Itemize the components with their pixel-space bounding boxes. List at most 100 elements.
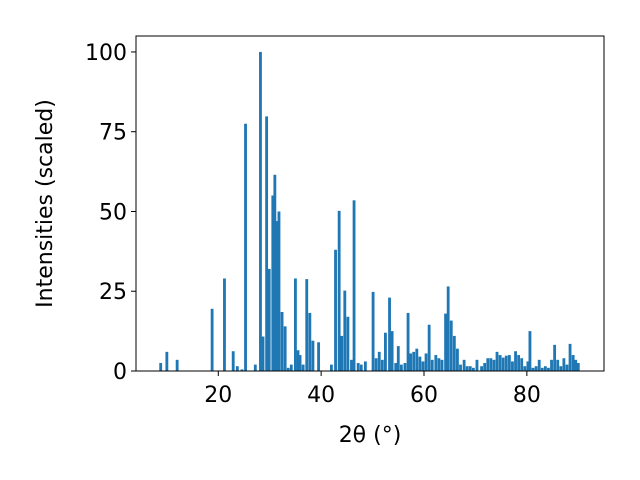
- bar-83: [504, 355, 508, 371]
- y-tick-label-0: 0: [113, 360, 127, 385]
- bar-71: [465, 366, 469, 371]
- bar-57: [421, 361, 425, 371]
- bar-5: [231, 351, 235, 371]
- bar-59: [427, 324, 431, 371]
- bar-23: [296, 350, 300, 371]
- x-tick-label-40: 40: [307, 383, 335, 408]
- bar-54: [412, 351, 416, 371]
- y-tick-label-100: 100: [85, 41, 127, 66]
- bar-52: [406, 312, 410, 371]
- x-tick-label-20: 20: [204, 383, 232, 408]
- bar-82: [501, 357, 505, 371]
- bar-72: [468, 366, 472, 371]
- bar-100: [556, 359, 560, 371]
- bar-92: [531, 367, 535, 371]
- bar-67: [452, 335, 456, 371]
- bar-101: [559, 366, 563, 371]
- bar-44: [380, 359, 384, 371]
- bar-25: [301, 364, 305, 371]
- bar-31: [334, 249, 337, 371]
- y-tick-label-75: 75: [99, 121, 127, 146]
- bar-79: [492, 359, 496, 371]
- bar-94: [537, 359, 541, 371]
- bar-77: [486, 358, 490, 371]
- bar-46: [388, 297, 391, 371]
- bar-13: [267, 268, 271, 371]
- bar-96: [543, 366, 547, 371]
- bar-12: [265, 116, 269, 372]
- bar-17: [277, 211, 281, 371]
- bar-8: [244, 123, 247, 372]
- bar-11: [261, 336, 265, 371]
- y-axis-label: Intensities (scaled): [33, 99, 58, 308]
- bar-65: [446, 286, 450, 371]
- bar-58: [424, 353, 428, 371]
- bar-35: [346, 316, 350, 371]
- bar-62: [437, 358, 441, 371]
- bar-0: [159, 363, 163, 371]
- bar-27: [308, 312, 312, 371]
- bar-106: [574, 359, 578, 371]
- bar-43: [377, 351, 381, 371]
- bar-50: [399, 364, 403, 371]
- bar-45: [384, 332, 387, 371]
- bar-28: [311, 340, 315, 371]
- bar-60: [430, 359, 434, 371]
- bar-34: [343, 290, 347, 371]
- bar-84: [507, 355, 511, 371]
- bar-104: [568, 343, 572, 371]
- bar-18: [280, 311, 284, 371]
- bar-53: [409, 353, 413, 371]
- bar-93: [534, 366, 538, 371]
- bar-42: [374, 358, 378, 371]
- bar-80: [495, 351, 499, 371]
- bar-56: [418, 356, 422, 371]
- bar-16: [276, 221, 279, 371]
- plot-frame: [135, 35, 605, 372]
- bar-107: [576, 363, 580, 371]
- bar-66: [449, 320, 453, 371]
- bar-30: [330, 364, 333, 371]
- plot-area: [136, 36, 604, 371]
- x-tick-label-80: 80: [513, 383, 541, 408]
- bar-7: [240, 369, 244, 371]
- bar-32: [337, 210, 341, 371]
- bar-99: [553, 344, 557, 371]
- bar-40: [363, 361, 367, 371]
- bar-98: [550, 359, 553, 371]
- bar-55: [415, 348, 419, 371]
- bar-41: [371, 291, 375, 371]
- bar-63: [440, 359, 444, 371]
- bar-47: [390, 331, 394, 371]
- bar-6: [235, 366, 239, 371]
- bar-68: [456, 348, 459, 371]
- bar-78: [489, 358, 493, 371]
- bar-37: [352, 200, 356, 371]
- bar-39: [359, 364, 363, 371]
- bar-95: [540, 367, 544, 371]
- y-tick-label-50: 50: [99, 200, 127, 225]
- bar-69: [459, 364, 462, 371]
- bar-1: [165, 351, 169, 371]
- bar-49: [396, 346, 400, 371]
- bar-33: [340, 335, 344, 371]
- bar-19: [283, 326, 287, 371]
- bar-90: [526, 361, 530, 371]
- bar-22: [294, 278, 297, 371]
- y-axis-ticks: 0 25 50 75 100: [85, 41, 136, 385]
- bar-4: [223, 278, 226, 371]
- y-tick-label-25: 25: [99, 280, 127, 305]
- bar-105: [571, 355, 575, 371]
- bar-24: [298, 355, 302, 371]
- bar-87: [517, 355, 521, 371]
- bar-76: [483, 363, 487, 371]
- bar-51: [403, 363, 407, 371]
- bar-20: [286, 367, 290, 371]
- x-axis-ticks: 20 40 60 80: [204, 371, 541, 408]
- bar-38: [356, 363, 360, 371]
- bar-21: [289, 364, 293, 371]
- bar-3: [210, 308, 214, 371]
- bar-9: [253, 364, 257, 371]
